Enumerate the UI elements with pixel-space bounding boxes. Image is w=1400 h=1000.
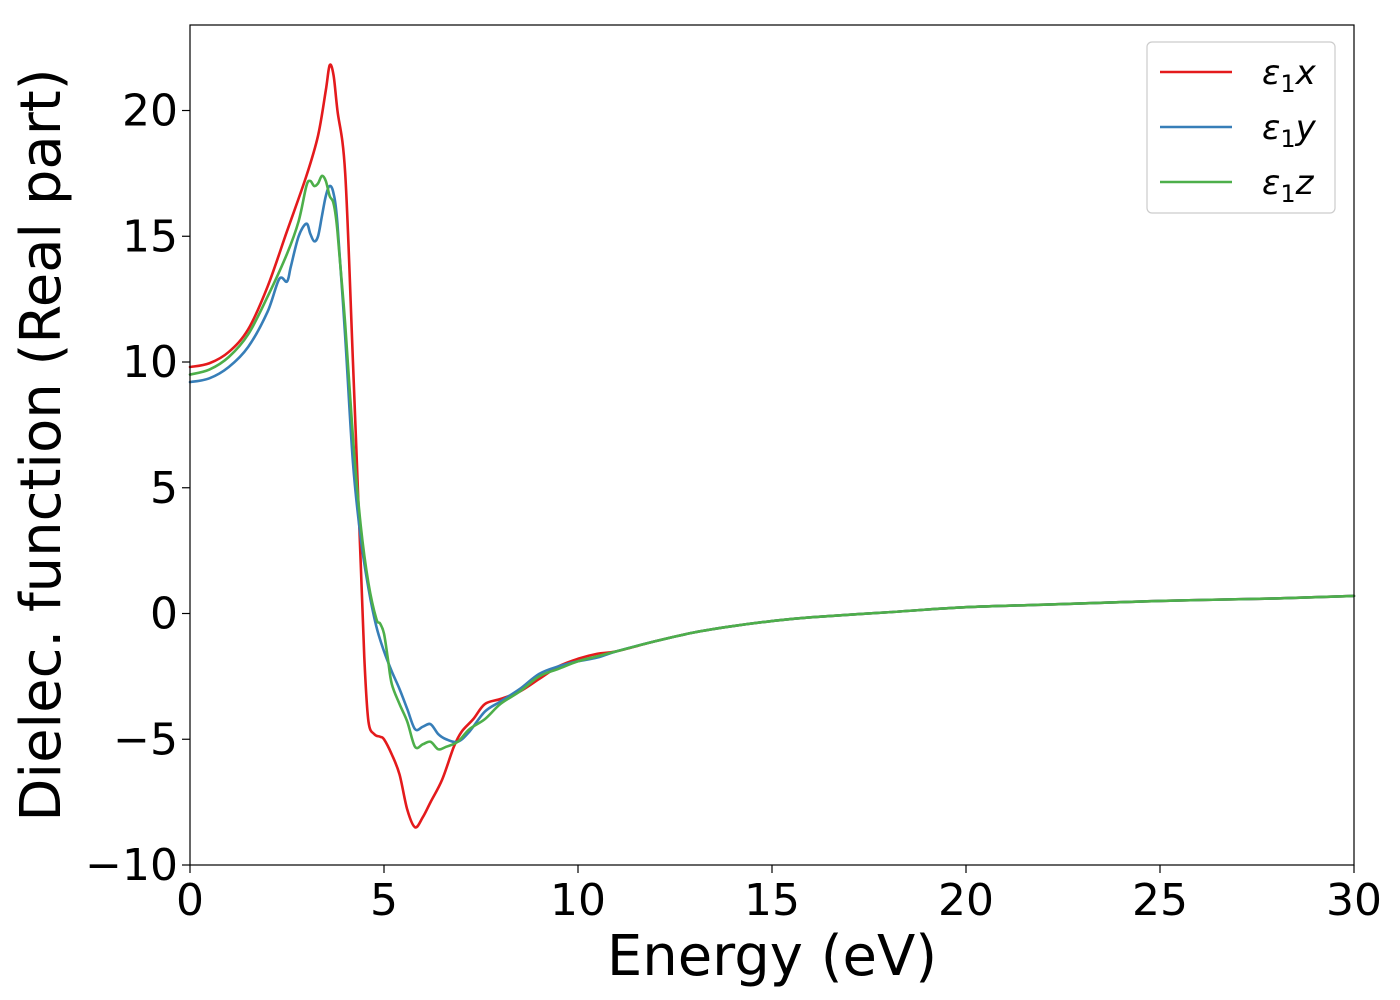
y-tick-label: −10	[85, 840, 178, 891]
legend-label-z: ε1z	[1262, 163, 1315, 208]
x-axis-label: Energy (eV)	[607, 924, 937, 989]
x-tick-label: 5	[370, 875, 398, 926]
legend-label-y: ε1y	[1262, 108, 1317, 153]
x-axis-ticks: 0 5 10 15 20 25 30	[176, 865, 1382, 926]
y-tick-label: 0	[150, 589, 178, 640]
legend-label-x: ε1x	[1262, 53, 1317, 98]
x-tick-label: 15	[744, 875, 800, 926]
series-line-z	[188, 174, 1356, 751]
legend-box	[1146, 41, 1336, 214]
x-tick-label: 25	[1132, 875, 1188, 926]
x-tick-label: 30	[1326, 875, 1382, 926]
x-tick-label: 0	[176, 875, 204, 926]
x-tick-label: 20	[938, 875, 994, 926]
legend: ε1x ε1y ε1z	[1146, 41, 1336, 214]
series-layer	[188, 63, 1356, 829]
x-tick-label: 10	[550, 875, 606, 926]
y-tick-label: 5	[150, 463, 178, 514]
y-axis-label: Dielec. function (Real part)	[9, 68, 74, 821]
y-tick-label: 15	[122, 211, 178, 262]
legend-entries: ε1x ε1y ε1z	[1160, 53, 1317, 208]
y-tick-label: 20	[122, 86, 178, 137]
y-axis-ticks: −10 −5 0 5 10 15 20	[85, 86, 190, 891]
y-tick-label: −5	[113, 714, 178, 765]
y-tick-label: 10	[122, 337, 178, 388]
